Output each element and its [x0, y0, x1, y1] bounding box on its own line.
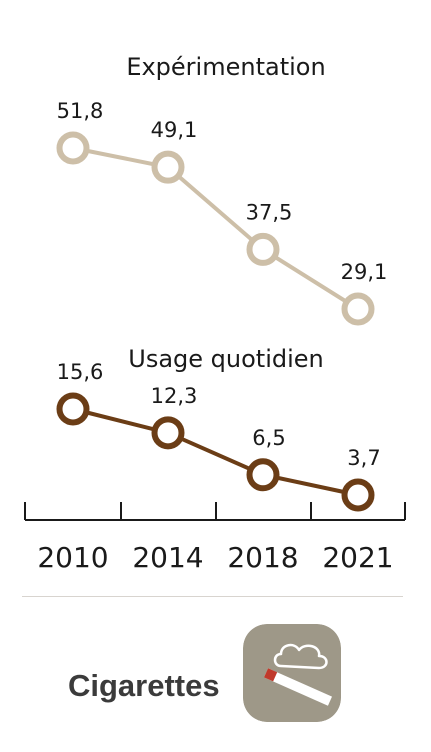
data-point: [341, 478, 375, 512]
series-title-usage-quotidien: Usage quotidien: [128, 345, 324, 373]
x-tick-label: 2014: [132, 541, 203, 574]
divider: [22, 596, 403, 597]
data-point: [246, 458, 280, 492]
line-chart: Expérimentation 51,8 49,1 37,5 29,1 Usage q…: [24, 53, 406, 574]
data-point: [56, 131, 90, 165]
data-point: [246, 232, 280, 266]
series-experimentation: 51,8 49,1 37,5 29,1: [56, 99, 388, 326]
data-point: [151, 150, 185, 184]
x-tick-label: 2021: [322, 541, 393, 574]
series-line-experimentation: [72, 146, 360, 311]
data-label: 29,1: [341, 260, 388, 284]
data-label: 15,6: [57, 360, 104, 384]
x-axis: 2010 2014 2018 2021: [24, 502, 406, 574]
data-label: 37,5: [246, 200, 293, 224]
series-line-usage-quotidien: [72, 407, 359, 497]
data-label: 12,3: [151, 384, 198, 408]
data-label: 51,8: [57, 99, 104, 123]
data-label: 6,5: [252, 426, 285, 450]
series-title-experimentation: Expérimentation: [126, 53, 325, 81]
data-point: [151, 416, 185, 450]
data-label: 3,7: [347, 446, 380, 470]
data-label: 49,1: [151, 118, 198, 142]
category-label: Cigarettes: [68, 668, 220, 703]
data-point: [341, 292, 375, 326]
cigarette-icon: [243, 624, 341, 722]
x-tick-label: 2018: [227, 541, 298, 574]
series-usage-quotidien: 15,6 12,3 6,5 3,7: [56, 360, 381, 512]
x-tick-label: 2010: [37, 541, 108, 574]
data-point: [56, 392, 90, 426]
